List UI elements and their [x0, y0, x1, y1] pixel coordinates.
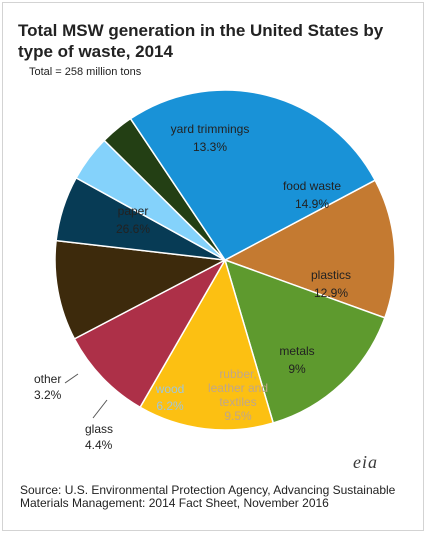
slice-label-glass: glass [85, 422, 113, 436]
slice-label-wood: wood [155, 382, 185, 396]
slice-value-other: 3.2% [34, 388, 62, 402]
slice-label-rubber-leather-and-textiles-line-1: rubber, [219, 367, 256, 381]
slice-label-yard-trimmings: yard trimmings [171, 122, 250, 136]
slice-label-rubber-leather-and-textiles-line-3: textiles [219, 395, 256, 409]
slice-label-plastics: plastics [311, 268, 351, 282]
leader-line-other [64, 373, 79, 384]
slice-label-paper: paper [118, 204, 149, 218]
pie-slice-rubber-leather-and-textiles [54, 239, 228, 340]
source-note: Source: U.S. Environmental Protection Ag… [20, 483, 396, 510]
chart-title: Total MSW generation in the United State… [18, 21, 384, 61]
pie-slice-yard-trimmings [223, 179, 396, 319]
pie-slice-plastics [139, 258, 275, 431]
slice-value-food-waste: 14.9% [295, 197, 329, 211]
pie-slice-food-waste [223, 258, 386, 424]
slice-value-metals: 9% [288, 362, 306, 376]
eia-logo: eia [353, 452, 378, 472]
slice-label-metals: metals [279, 344, 314, 358]
slice-value-plastics: 12.9% [314, 286, 348, 300]
slice-value-glass: 4.4% [85, 438, 113, 452]
slice-label-food-waste: food waste [283, 179, 341, 193]
slice-label-other: other [34, 372, 61, 386]
slice-value-yard-trimmings: 13.3% [193, 140, 227, 154]
slice-label-rubber-leather-and-textiles-line-2: leather and [208, 381, 268, 395]
pie-slice-metals [73, 258, 227, 409]
slice-value-wood: 6.2% [156, 399, 184, 413]
pie-slice-paper [129, 89, 377, 261]
slice-value-rubber-leather-and-textiles: 9.5% [224, 409, 252, 423]
leader-line-glass [92, 399, 108, 419]
slice-value-paper: 26.6% [116, 222, 150, 236]
chart-subtitle: Total = 258 million tons [29, 66, 142, 78]
